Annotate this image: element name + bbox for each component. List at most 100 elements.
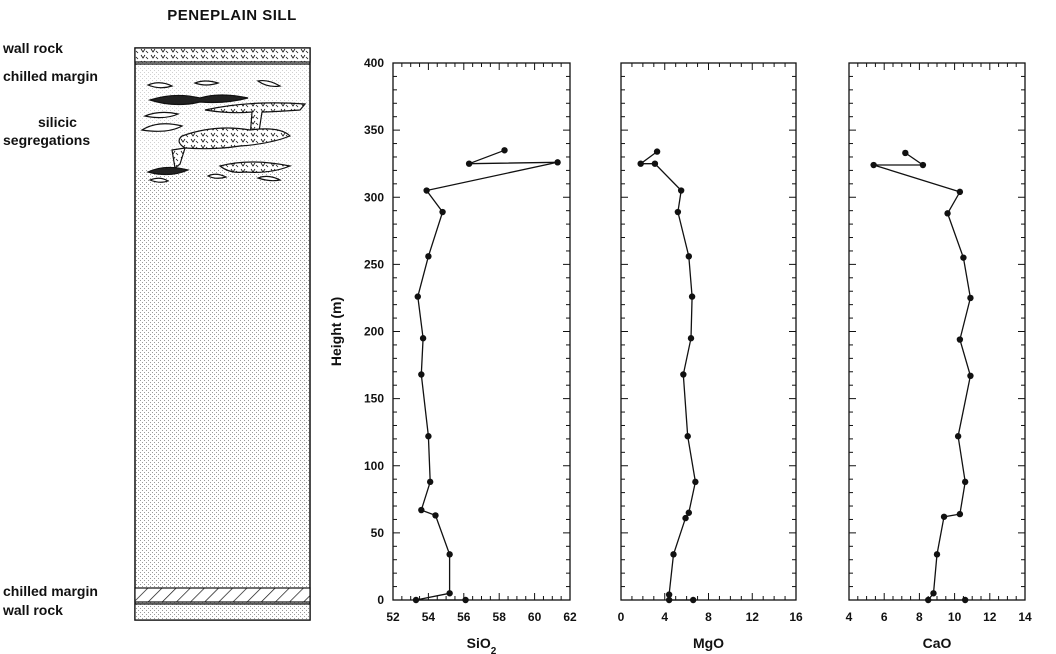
data-point	[677, 187, 685, 194]
data-point	[685, 509, 693, 516]
y-tick-label: 0	[377, 593, 384, 607]
data-point	[651, 160, 659, 167]
data-point	[432, 512, 439, 519]
data-point	[684, 433, 691, 440]
wall-rock-top-band	[134, 47, 311, 63]
data-point	[956, 336, 964, 343]
label-wall-rock-top: wall rock	[2, 40, 63, 56]
data-point	[446, 551, 453, 558]
y-axis-label: Height (m)	[328, 297, 344, 366]
data-point	[446, 590, 453, 597]
x-tick-label: 4	[846, 610, 853, 624]
label-chilled-margin-top: chilled margin	[3, 68, 98, 84]
column-title: PENEPLAIN SILL	[167, 7, 297, 24]
data-point	[418, 506, 425, 514]
data-point	[425, 253, 432, 260]
data-point	[426, 478, 434, 486]
data-point	[462, 596, 469, 604]
plot-frame	[620, 62, 797, 601]
series-line	[873, 152, 972, 601]
y-tick-label: 50	[371, 526, 385, 540]
data-point	[961, 596, 969, 604]
label-chilled-margin-bottom: chilled margin	[3, 583, 98, 599]
label-silicic-line2: segregations	[3, 132, 90, 148]
data-point	[653, 148, 661, 155]
y-tick-label: 150	[364, 392, 384, 406]
y-tick-label: 250	[364, 257, 384, 271]
data-point	[967, 294, 974, 302]
x-axis-label: CaO	[923, 635, 952, 651]
data-point	[954, 433, 962, 440]
data-point	[637, 160, 644, 167]
x-tick-label: 12	[983, 610, 997, 624]
x-tick-label: 62	[563, 610, 577, 624]
y-tick-label: 300	[364, 190, 384, 204]
data-point	[414, 293, 421, 300]
data-point	[933, 551, 941, 558]
data-point	[665, 596, 673, 604]
data-point	[940, 513, 948, 520]
stratigraphic-column: PENEPLAIN SILL wall rock chilled margin …	[2, 7, 311, 621]
data-point	[692, 478, 699, 486]
series-line	[638, 151, 697, 601]
data-point	[425, 433, 432, 440]
data-point	[919, 161, 927, 169]
panel-sio2: 52 54 56 58 60 62 0 50 100 150 200 250 300 350 400 Heig…	[328, 56, 577, 654]
plot-frame	[392, 62, 571, 601]
y-tick-label: 400	[364, 56, 384, 70]
chilled-margin-bottom-band	[134, 587, 311, 603]
data-point	[870, 161, 877, 169]
x-tick-label: 54	[422, 610, 436, 624]
data-point	[944, 210, 951, 217]
y-tick-label: 350	[364, 123, 384, 137]
panel-cao: 4 6 8 10 12 14 CaO	[846, 62, 1032, 651]
wall-rock-bottom-band	[134, 603, 311, 621]
x-tick-label: 60	[528, 610, 542, 624]
x-tick-label: 8	[916, 610, 923, 624]
data-point	[680, 371, 687, 378]
x-axis-label: MgO	[693, 635, 724, 651]
x-tick-label: 14	[1018, 610, 1032, 624]
x-tick-label: 6	[881, 610, 888, 624]
data-point	[418, 371, 425, 378]
data-point	[902, 149, 909, 157]
x-tick-label: 10	[948, 610, 962, 624]
series-line	[415, 149, 558, 601]
data-point	[439, 208, 446, 216]
x-tick-label: 52	[386, 610, 400, 624]
data-point	[961, 478, 969, 486]
data-point	[665, 591, 673, 598]
x-tick-label: 12	[746, 610, 760, 624]
data-point	[412, 596, 420, 604]
data-point	[685, 253, 693, 260]
data-point	[967, 372, 974, 380]
data-point	[925, 596, 932, 604]
data-point	[465, 160, 473, 167]
data-point	[956, 188, 964, 196]
y-tick-label: 100	[364, 459, 384, 473]
x-tick-label: 16	[789, 610, 803, 624]
data-point	[554, 159, 561, 166]
data-point	[956, 510, 964, 518]
data-point	[423, 187, 430, 194]
silicic-segregation-lenses	[140, 79, 307, 183]
data-point	[419, 335, 427, 342]
x-tick-label: 4	[661, 610, 668, 624]
data-point	[960, 254, 967, 261]
y-tick-label: 200	[364, 325, 384, 339]
label-wall-rock-bottom: wall rock	[2, 602, 63, 618]
data-point	[930, 590, 937, 597]
panel-mgo: 0 4 8 12 16 MgO	[618, 62, 803, 651]
x-tick-label: 58	[493, 610, 507, 624]
data-point	[687, 335, 695, 342]
x-axis-label: SiO2	[467, 635, 497, 654]
data-point	[674, 208, 682, 216]
data-point	[688, 293, 696, 300]
x-tick-label: 0	[618, 610, 625, 624]
data-point	[689, 596, 697, 604]
label-silicic-line1: silicic	[38, 114, 77, 130]
data-point	[670, 551, 677, 558]
plot-frame	[848, 62, 1026, 601]
x-tick-label: 8	[705, 610, 712, 624]
